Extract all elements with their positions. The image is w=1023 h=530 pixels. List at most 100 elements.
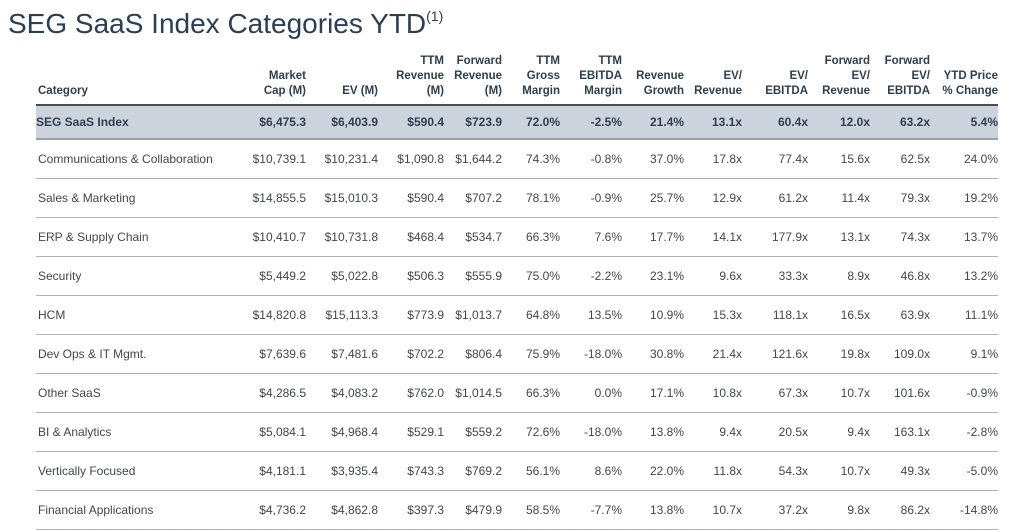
- value-cell: 17.7%: [622, 217, 684, 257]
- value-cell: $590.4: [378, 104, 444, 140]
- value-cell: 21.4x: [684, 334, 742, 374]
- value-cell: $4,736.2: [228, 490, 306, 530]
- value-cell: 86.2x: [870, 490, 930, 530]
- value-cell: $702.2: [378, 334, 444, 374]
- value-cell: 54.3x: [742, 451, 808, 491]
- value-cell: 11.4x: [808, 178, 870, 218]
- value-cell: $743.3: [378, 451, 444, 491]
- table-row: ERP & Supply Chain $10,410.7 $10,731.8 $468…: [36, 217, 998, 257]
- value-cell: $4,083.2: [306, 373, 378, 413]
- value-cell: $769.2: [444, 451, 502, 491]
- value-cell: $10,731.8: [306, 217, 378, 257]
- value-cell: $7,639.6: [228, 334, 306, 374]
- value-cell: $6,475.3: [228, 104, 306, 140]
- value-cell: 9.6x: [684, 256, 742, 296]
- value-cell: $479.9: [444, 490, 502, 530]
- category-cell: Sales & Marketing: [36, 178, 228, 218]
- value-cell: 77.4x: [742, 138, 808, 179]
- value-cell: -0.9%: [930, 373, 998, 413]
- table-row: BI & Analytics $5,084.1 $4,968.4 $529.1 $559…: [36, 412, 998, 452]
- value-cell: 121.6x: [742, 334, 808, 374]
- value-cell: 67.3x: [742, 373, 808, 413]
- value-cell: $397.3: [378, 490, 444, 530]
- value-cell: 13.8%: [622, 490, 684, 530]
- value-cell: 37.0%: [622, 138, 684, 179]
- value-cell: 163.1x: [870, 412, 930, 452]
- column-header-revenue-growth: Revenue Growth: [622, 54, 684, 106]
- value-cell: 9.8x: [808, 490, 870, 530]
- value-cell: 66.3%: [502, 217, 560, 257]
- value-cell: 13.2%: [930, 256, 998, 296]
- value-cell: $4,968.4: [306, 412, 378, 452]
- column-header-ttm-gross-margin: TTM Gross Margin: [502, 54, 560, 106]
- table-row: Financial Applications $4,736.2 $4,862.8 $3…: [36, 490, 998, 530]
- value-cell: $529.1: [378, 412, 444, 452]
- column-header-ttm-ebitda-margin: TTM EBITDA Margin: [560, 54, 622, 106]
- value-cell: $10,410.7: [228, 217, 306, 257]
- column-header-forward-ev-revenue: Forward EV/ Revenue: [808, 54, 870, 106]
- value-cell: 13.5%: [560, 295, 622, 335]
- value-cell: 21.4%: [622, 104, 684, 140]
- value-cell: $10,739.1: [228, 138, 306, 179]
- value-cell: 25.7%: [622, 178, 684, 218]
- value-cell: 61.2x: [742, 178, 808, 218]
- value-cell: $555.9: [444, 256, 502, 296]
- value-cell: $468.4: [378, 217, 444, 257]
- value-cell: -2.5%: [560, 104, 622, 140]
- value-cell: 13.8%: [622, 412, 684, 452]
- column-header-ev-ebitda: EV/ EBITDA: [742, 54, 808, 106]
- value-cell: 58.5%: [502, 490, 560, 530]
- category-cell: Communications & Collaboration: [36, 138, 228, 179]
- value-cell: $4,181.1: [228, 451, 306, 491]
- value-cell: 64.8%: [502, 295, 560, 335]
- value-cell: 10.7x: [684, 490, 742, 530]
- value-cell: 37.2x: [742, 490, 808, 530]
- value-cell: 8.6%: [560, 451, 622, 491]
- value-cell: $4,862.8: [306, 490, 378, 530]
- value-cell: 15.6x: [808, 138, 870, 179]
- value-cell: 74.3%: [502, 138, 560, 179]
- value-cell: $5,022.8: [306, 256, 378, 296]
- value-cell: $559.2: [444, 412, 502, 452]
- table-row: Sales & Marketing $14,855.5 $15,010.3 $590.…: [36, 178, 998, 218]
- value-cell: $15,010.3: [306, 178, 378, 218]
- value-cell: $590.4: [378, 178, 444, 218]
- value-cell: 10.7x: [808, 373, 870, 413]
- value-cell: $1,013.7: [444, 295, 502, 335]
- value-cell: $1,014.5: [444, 373, 502, 413]
- value-cell: 19.2%: [930, 178, 998, 218]
- value-cell: 7.6%: [560, 217, 622, 257]
- value-cell: 72.6%: [502, 412, 560, 452]
- value-cell: -14.8%: [930, 490, 998, 530]
- value-cell: $723.9: [444, 104, 502, 140]
- value-cell: 10.9%: [622, 295, 684, 335]
- value-cell: $806.4: [444, 334, 502, 374]
- value-cell: $762.0: [378, 373, 444, 413]
- value-cell: 49.3x: [870, 451, 930, 491]
- page-title-text: SEG SaaS Index Categories YTD: [8, 8, 427, 39]
- value-cell: 17.8x: [684, 138, 742, 179]
- value-cell: 46.8x: [870, 256, 930, 296]
- value-cell: 101.6x: [870, 373, 930, 413]
- value-cell: 12.9x: [684, 178, 742, 218]
- category-cell: SEG SaaS Index: [36, 104, 228, 140]
- category-cell: Dev Ops & IT Mgmt.: [36, 334, 228, 374]
- value-cell: 75.0%: [502, 256, 560, 296]
- value-cell: 8.9x: [808, 256, 870, 296]
- value-cell: 14.1x: [684, 217, 742, 257]
- value-cell: 17.1%: [622, 373, 684, 413]
- value-cell: -2.8%: [930, 412, 998, 452]
- value-cell: $6,403.9: [306, 104, 378, 140]
- value-cell: $3,935.4: [306, 451, 378, 491]
- value-cell: 13.1x: [808, 217, 870, 257]
- value-cell: 72.0%: [502, 104, 560, 140]
- value-cell: 62.5x: [870, 138, 930, 179]
- category-cell: HCM: [36, 295, 228, 335]
- value-cell: $707.2: [444, 178, 502, 218]
- column-header-forward-ev-ebitda: Forward EV/ EBITDA: [870, 54, 930, 106]
- value-cell: -2.2%: [560, 256, 622, 296]
- value-cell: 56.1%: [502, 451, 560, 491]
- value-cell: 9.4x: [808, 412, 870, 452]
- value-cell: 5.4%: [930, 104, 998, 140]
- value-cell: 66.3%: [502, 373, 560, 413]
